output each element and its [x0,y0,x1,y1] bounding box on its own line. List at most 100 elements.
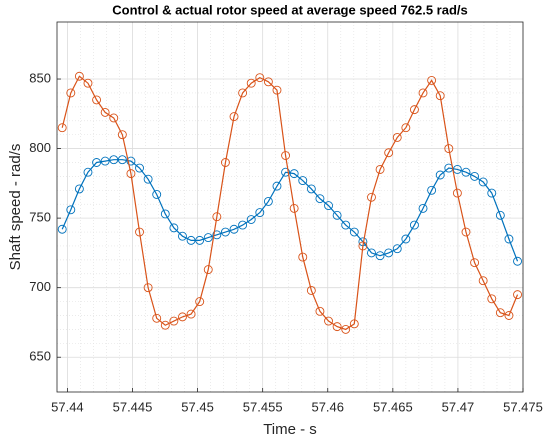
data-point [66,88,76,98]
data-point [117,155,127,165]
data-point [306,184,316,194]
data-point [246,215,256,224]
data-point [92,95,102,105]
data-point [255,73,265,83]
data-point [126,169,136,179]
data-point [392,133,402,142]
data-point [220,227,230,237]
data-point [341,324,351,334]
data-point [427,185,437,195]
x-tick-label: 57.44 [51,399,84,414]
x-tick-label: 57.455 [243,399,283,414]
x-tick-label: 57.475 [503,399,543,414]
x-axis-label: Time - s [263,421,317,438]
data-point [324,316,333,326]
series-line [61,75,519,331]
data-point [375,164,385,174]
data-point [246,78,256,88]
x-tick-label: 57.46 [311,399,344,414]
data-point [315,306,325,316]
data-point [487,294,497,304]
data-point [195,235,205,245]
data-point [409,220,419,230]
data-point [470,171,480,181]
data-point [504,311,514,320]
data-point [186,235,196,245]
data-point [212,230,222,240]
data-point [298,176,308,186]
data-point [57,123,67,133]
data-point [444,144,454,154]
data-point [495,308,505,318]
data-point [126,156,136,166]
data-point [461,227,471,237]
data-point [401,234,411,244]
data-point [315,194,325,204]
data-point [289,169,299,179]
data-point [418,88,428,98]
data-point [135,163,144,173]
data-point [358,241,368,251]
data-point [504,234,514,244]
data-point [195,297,205,307]
data-point [229,224,239,234]
data-point [375,251,385,261]
data-point [160,320,170,330]
data-point [109,113,119,123]
data-point [74,71,84,81]
y-tick-label: 650 [29,349,51,364]
x-tick-label: 57.445 [113,399,153,414]
y-tick-label: 850 [29,70,51,85]
data-point [289,203,299,213]
data-point [74,184,84,194]
data-point [367,248,376,258]
data-point [487,188,497,198]
data-point [263,196,273,206]
data-point [306,286,316,295]
data-point [332,322,342,332]
data-point [281,151,291,160]
data-point [478,177,488,187]
data-point [401,123,411,133]
plot-content [57,71,522,334]
data-point [152,313,162,323]
data-point [238,88,248,98]
data-point [143,174,153,184]
data-point [461,167,471,177]
plot-frame [56,21,524,393]
data-point [272,181,282,191]
data-point [435,170,445,180]
data-point [513,290,522,300]
data-point [203,233,213,243]
y-tick-label: 700 [29,279,51,294]
data-point [160,209,170,219]
data-point [349,227,359,237]
data-point [452,188,462,198]
data-point [435,91,445,101]
x-tick-label: 57.47 [442,399,475,414]
x-tick-label: 57.465 [373,399,413,414]
data-point [117,130,127,140]
data-point [83,78,93,88]
data-point [384,148,394,158]
data-point [298,252,308,262]
data-point [169,316,179,326]
data-point [478,276,488,286]
data-point [143,283,153,293]
data-point [152,190,162,199]
data-point [427,75,437,85]
data-point [332,210,342,220]
data-point [109,155,119,165]
y-tick-label: 800 [29,140,51,155]
data-point [100,156,110,166]
data-point [203,265,213,275]
x-tick-label: 57.45 [181,399,214,414]
data-point [66,205,76,215]
data-point [513,256,522,266]
data-point [169,223,179,233]
data-point [178,312,187,322]
data-point [212,212,222,222]
data-point [255,208,265,218]
data-point [409,105,419,115]
data-point [470,258,480,268]
